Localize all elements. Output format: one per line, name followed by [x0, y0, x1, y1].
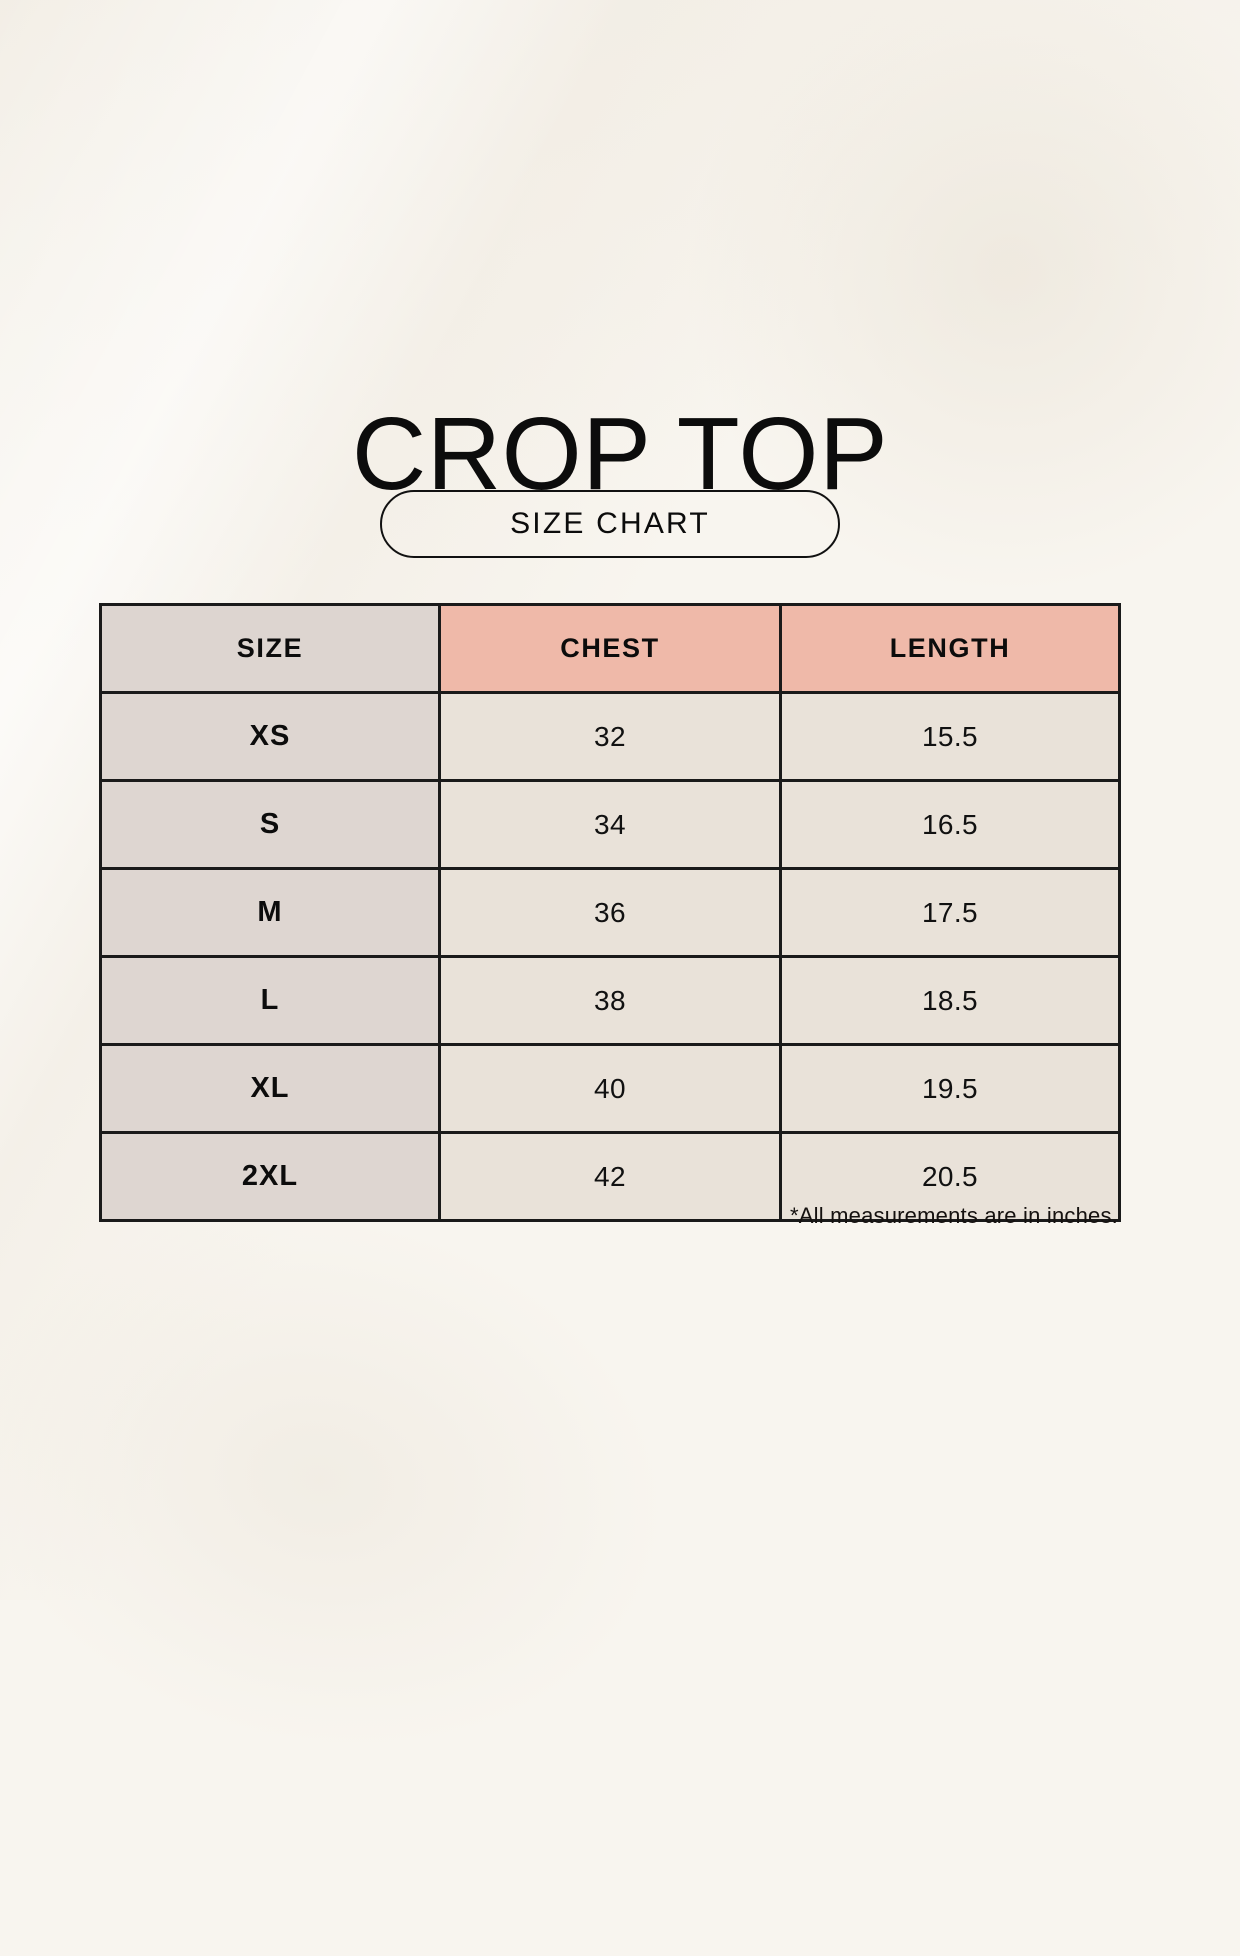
cell-size-value: S	[259, 808, 281, 840]
column-header-size: SIZE	[99, 603, 441, 694]
cell-size: XL	[99, 1043, 441, 1134]
cell-size: XS	[99, 691, 441, 782]
size-chart-table: SIZE CHEST LENGTH XS 32 15.5	[99, 603, 1121, 1222]
cell-chest: 36	[438, 867, 782, 958]
cell-chest: 38	[438, 955, 782, 1046]
cell-size-value: M	[257, 896, 283, 928]
cell-size-value: 2XL	[241, 1160, 299, 1192]
cell-length-value: 19.5	[921, 1072, 979, 1104]
cell-chest: 40	[438, 1043, 782, 1134]
table-body: XS 32 15.5 S 34 16.5	[99, 691, 1121, 1222]
cell-chest: 32	[438, 691, 782, 782]
cell-length-value: 20.5	[921, 1160, 979, 1192]
table-header-row: SIZE CHEST LENGTH	[99, 603, 1121, 694]
cell-length-value: 18.5	[921, 984, 979, 1016]
cell-length: 18.5	[779, 955, 1121, 1046]
measurement-units-footnote: *All measurements are in inches.	[790, 1203, 1118, 1228]
table-header: SIZE CHEST LENGTH	[99, 603, 1121, 694]
table-row: L 38 18.5	[99, 955, 1121, 1046]
column-header-length: LENGTH	[779, 603, 1121, 694]
cell-chest-value: 42	[594, 1160, 626, 1192]
cell-length: 16.5	[779, 779, 1121, 870]
column-header-chest: CHEST	[438, 603, 782, 694]
cell-length-value: 15.5	[921, 720, 979, 752]
column-header-chest-label: CHEST	[560, 633, 660, 663]
table-row: M 36 17.5	[99, 867, 1121, 958]
table-row: XS 32 15.5	[99, 691, 1121, 782]
cell-length-value: 17.5	[921, 896, 979, 928]
cell-length: 15.5	[779, 691, 1121, 782]
cell-length-value: 16.5	[921, 808, 979, 840]
size-chart-badge-label: SIZE CHART	[510, 507, 710, 540]
table-row: XL 40 19.5	[99, 1043, 1121, 1134]
cell-length: 19.5	[779, 1043, 1121, 1134]
size-chart-badge: SIZE CHART	[380, 490, 840, 558]
cell-chest-value: 38	[594, 984, 626, 1016]
cell-size-value: L	[260, 984, 280, 1016]
cell-chest-value: 34	[594, 808, 626, 840]
table-row: 2XL 42 20.5	[99, 1131, 1121, 1222]
cell-size-value: XL	[250, 1072, 290, 1104]
cell-size: S	[99, 779, 441, 870]
cell-length: 20.5	[779, 1131, 1121, 1222]
cell-chest: 42	[438, 1131, 782, 1222]
cell-size: 2XL	[99, 1131, 441, 1222]
table-row: S 34 16.5	[99, 779, 1121, 870]
column-header-size-label: SIZE	[236, 633, 304, 663]
cell-length: 17.5	[779, 867, 1121, 958]
cell-size-value: XS	[249, 720, 291, 752]
cell-chest: 34	[438, 779, 782, 870]
column-header-length-label: LENGTH	[889, 633, 1011, 663]
cell-chest-value: 40	[594, 1072, 626, 1104]
cell-size: M	[99, 867, 441, 958]
cell-size: L	[99, 955, 441, 1046]
cell-chest-value: 36	[594, 896, 626, 928]
page-title: CROP TOP	[351, 396, 889, 511]
cell-chest-value: 32	[594, 720, 626, 752]
